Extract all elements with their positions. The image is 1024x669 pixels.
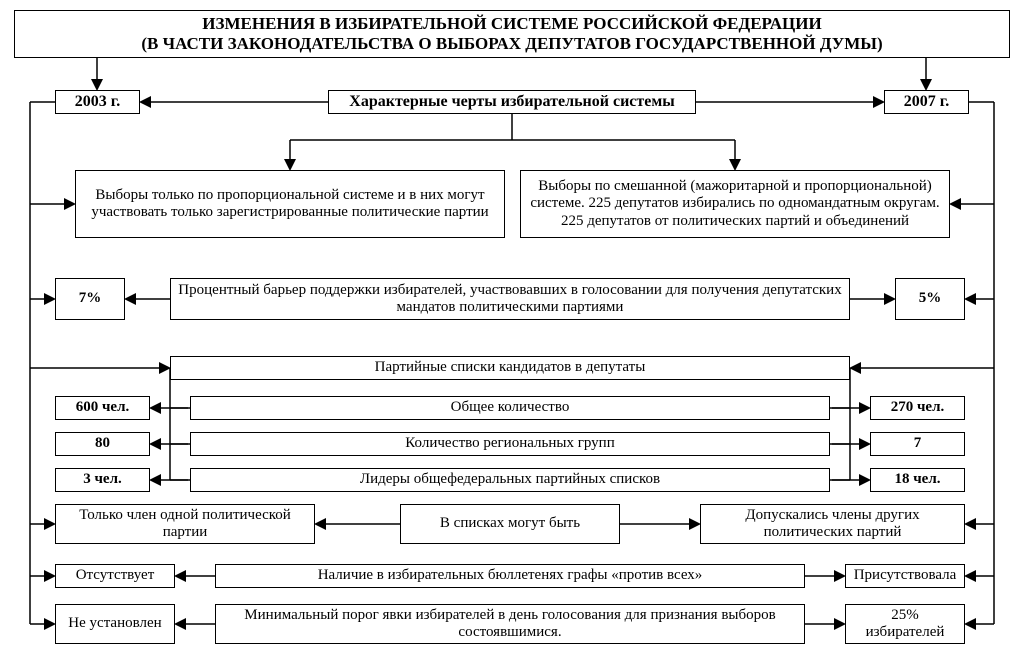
election-right: Выборы по смешанной (мажоритарной и проп… [520, 170, 950, 238]
groups-left: 80 [55, 432, 150, 456]
member-left: Только член одной политической партии [55, 504, 315, 544]
leaders-left: 3 чел. [55, 468, 150, 492]
barrier-left: 7% [55, 278, 125, 320]
party-lists-box: Партийные списки кандидатов в депутаты [170, 356, 850, 380]
title-line1: ИЗМЕНЕНИЯ В ИЗБИРАТЕЛЬНОЙ СИСТЕМЕ РОССИЙ… [202, 14, 821, 34]
groups-right: 7 [870, 432, 965, 456]
turnout-right: 25% избирателей [845, 604, 965, 644]
member-mid: В списках могут быть [400, 504, 620, 544]
leaders-mid: Лидеры общефедеральных партийных списков [190, 468, 830, 492]
against-mid: Наличие в избирательных бюллетенях графы… [215, 564, 805, 588]
member-right: Допускались члены других политических па… [700, 504, 965, 544]
groups-mid: Количество региональных групп [190, 432, 830, 456]
election-left: Выборы только по пропорциональной систем… [75, 170, 505, 238]
total-right: 270 чел. [870, 396, 965, 420]
turnout-mid: Минимальный порог явки избирателей в ден… [215, 604, 805, 644]
year-left: 2003 г. [55, 90, 140, 114]
leaders-right: 18 чел. [870, 468, 965, 492]
title-line2: (В ЧАСТИ ЗАКОНОДАТЕЛЬСТВА О ВЫБОРАХ ДЕПУ… [141, 34, 882, 54]
against-right: Присутствовала [845, 564, 965, 588]
against-left: Отсутствует [55, 564, 175, 588]
barrier-right: 5% [895, 278, 965, 320]
total-left: 600 чел. [55, 396, 150, 420]
subtitle-box: Характерные черты избирательной системы [328, 90, 696, 114]
title-box: ИЗМЕНЕНИЯ В ИЗБИРАТЕЛЬНОЙ СИСТЕМЕ РОССИЙ… [14, 10, 1010, 58]
total-mid: Общее количество [190, 396, 830, 420]
barrier-mid: Процентный барьер поддержки избирателей,… [170, 278, 850, 320]
year-right: 2007 г. [884, 90, 969, 114]
turnout-left: Не установлен [55, 604, 175, 644]
